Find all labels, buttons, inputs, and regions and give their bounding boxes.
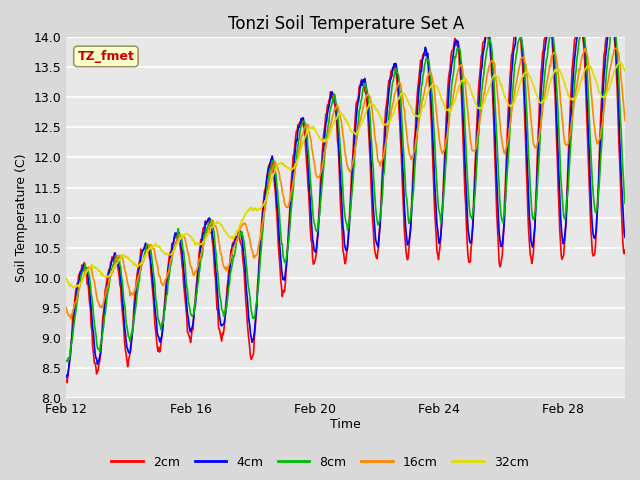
- 4cm: [130, 316, 138, 322]
- 4cm: [430, 157, 438, 163]
- 32cm: [70, 285, 77, 291]
- 32cm: [621, 68, 629, 74]
- 8cm: [217, 298, 225, 304]
- 8cm: [415, 118, 422, 124]
- 16cm: [415, 122, 422, 128]
- 4cm: [609, 12, 616, 18]
- 4cm: [413, 106, 421, 111]
- 16cm: [621, 118, 629, 123]
- 2cm: [188, 334, 195, 339]
- Legend: 2cm, 4cm, 8cm, 16cm, 32cm: 2cm, 4cm, 8cm, 16cm, 32cm: [106, 451, 534, 474]
- 8cm: [63, 358, 70, 364]
- 4cm: [216, 318, 224, 324]
- Line: 8cm: 8cm: [67, 26, 625, 361]
- 32cm: [415, 114, 422, 120]
- Title: Tonzi Soil Temperature Set A: Tonzi Soil Temperature Set A: [228, 15, 464, 33]
- 32cm: [431, 83, 438, 88]
- 32cm: [616, 59, 623, 64]
- 2cm: [74, 281, 81, 287]
- 32cm: [63, 275, 70, 281]
- 16cm: [613, 45, 621, 50]
- 2cm: [608, 13, 616, 19]
- 8cm: [611, 23, 618, 29]
- Line: 32cm: 32cm: [67, 61, 625, 288]
- 4cm: [63, 374, 70, 380]
- 2cm: [63, 380, 71, 385]
- 32cm: [188, 234, 195, 240]
- 2cm: [131, 295, 138, 300]
- Text: TZ_fmet: TZ_fmet: [77, 50, 134, 63]
- 32cm: [131, 261, 138, 266]
- 16cm: [74, 293, 81, 299]
- 2cm: [431, 207, 438, 213]
- 16cm: [63, 305, 70, 311]
- Line: 4cm: 4cm: [67, 15, 625, 377]
- 16cm: [67, 315, 75, 321]
- 8cm: [131, 312, 138, 317]
- 32cm: [74, 282, 81, 288]
- 16cm: [131, 287, 138, 293]
- Line: 16cm: 16cm: [67, 48, 625, 318]
- 4cm: [621, 234, 629, 240]
- Line: 2cm: 2cm: [67, 16, 625, 383]
- 16cm: [188, 264, 195, 269]
- 8cm: [621, 200, 629, 206]
- 16cm: [217, 250, 225, 256]
- 4cm: [72, 293, 80, 299]
- 2cm: [621, 247, 629, 253]
- Y-axis label: Soil Temperature (C): Soil Temperature (C): [15, 153, 28, 282]
- 8cm: [63, 359, 71, 364]
- 8cm: [188, 312, 195, 318]
- 8cm: [74, 298, 81, 303]
- X-axis label: Time: Time: [330, 419, 361, 432]
- 2cm: [63, 377, 70, 383]
- 2cm: [217, 334, 225, 340]
- 8cm: [431, 135, 438, 141]
- 32cm: [217, 223, 225, 228]
- 4cm: [187, 329, 195, 335]
- 2cm: [415, 81, 422, 87]
- 16cm: [431, 89, 438, 95]
